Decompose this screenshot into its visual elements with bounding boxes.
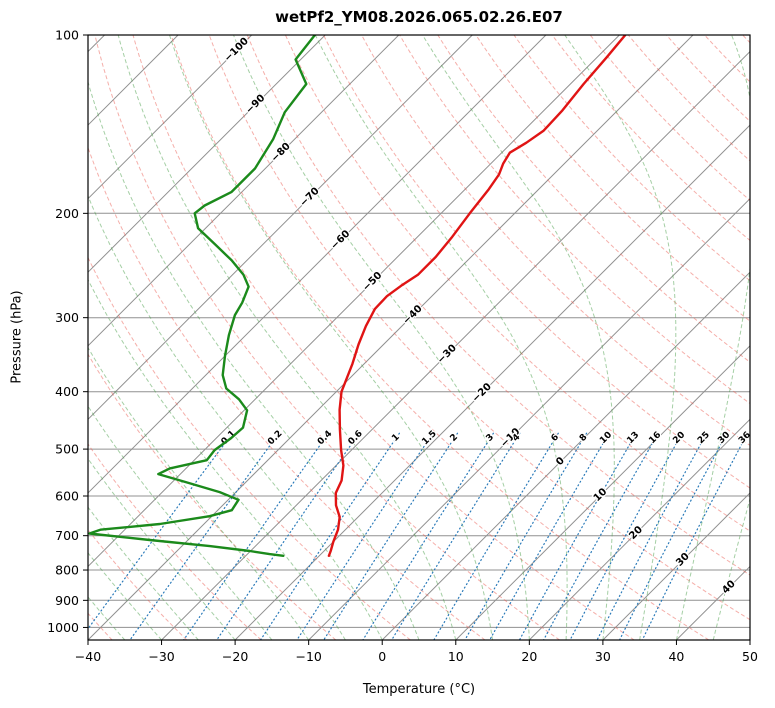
mixing-ratio-label: 0.4 [316,429,334,447]
isotherm-label: −100 [222,36,250,64]
axis-ticks: −40 −30 −20 −10 0 10 20 30 40 5010020030040050060… [47,28,758,665]
x-tick-label: 40 [668,649,684,664]
mixing-ratio-label: 20 [671,430,687,446]
x-tick-label: 10 [448,649,464,664]
moist-adiabats [88,35,750,640]
x-tick-label: −30 [148,649,174,664]
mixing-ratio-label: 25 [696,430,712,446]
mixing-ratio-label: 30 [716,430,732,446]
plot-border [87,34,751,641]
mixing-ratio-label: 0.6 [347,429,365,447]
y-tick-label: 500 [55,442,79,457]
y-tick-label: 700 [55,528,79,543]
mixing-ratio-label: 1.5 [420,429,438,447]
y-tick-label: 1000 [47,620,79,635]
mixing-ratio-lines [88,432,749,640]
mixing-ratio-label: 6 [550,432,562,444]
x-tick-label: 0 [378,649,386,664]
chart-title: wetPf2_YM08.2026.065.02.26.E07 [275,8,563,26]
y-axis-label: Pressure (hPa) [9,290,25,384]
y-tick-label: 800 [55,563,79,578]
y-tick-label: 200 [55,206,79,221]
y-tick-label: 300 [55,310,79,325]
x-tick-label: −10 [295,649,321,664]
isotherm-gridlines [88,35,750,640]
profiles [88,35,627,557]
x-axis-label: Temperature (°C) [362,682,476,697]
y-tick-label: 900 [55,593,79,608]
mixing-ratio-label: 1 [390,432,402,444]
mixing-ratio-label: 13 [625,430,641,446]
temperature-line [327,35,627,557]
x-tick-label: −20 [222,649,248,664]
x-tick-label: 20 [521,649,537,664]
mixing-ratio-label: 10 [598,430,614,446]
mixing-ratio-label: 0.2 [266,429,284,447]
y-tick-label: 400 [55,384,79,399]
y-tick-label: 100 [55,28,79,43]
x-tick-label: 50 [742,649,758,664]
x-tick-label: −40 [75,649,101,664]
dry-adiabats [88,35,750,640]
mixing-ratio-label: 16 [647,430,663,446]
mixing-ratio-label: 2 [449,432,461,444]
dewpoint-line [88,35,317,557]
y-tick-label: 600 [55,489,79,504]
x-tick-label: 30 [595,649,611,664]
